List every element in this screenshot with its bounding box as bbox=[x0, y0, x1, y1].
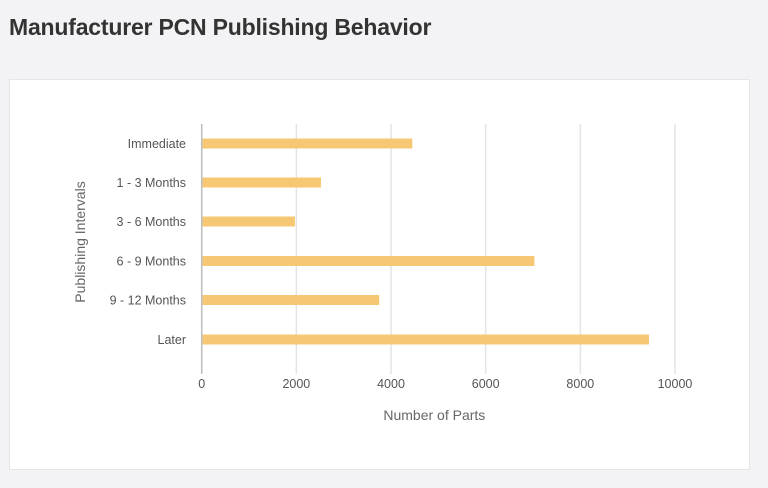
y-category-label: 9 - 12 Months bbox=[110, 294, 186, 308]
bar-chart: 0 2000 4000 6000 8000 10000 Immediate 1 - 3 Mo… bbox=[72, 124, 692, 423]
page-title: Manufacturer PCN Publishing Behavior bbox=[9, 14, 432, 40]
x-axis-ticks: 0 2000 4000 6000 8000 10000 bbox=[198, 377, 692, 391]
bar-1-3-months[interactable] bbox=[202, 177, 321, 188]
x-tick-label: 4000 bbox=[377, 377, 405, 391]
bar-later[interactable] bbox=[202, 334, 649, 345]
bar-9-12-months[interactable] bbox=[202, 295, 380, 305]
x-tick-label: 0 bbox=[198, 377, 205, 391]
y-axis-title: Publishing Intervals bbox=[72, 181, 88, 302]
x-axis-title: Number of Parts bbox=[383, 407, 485, 423]
y-category-label: 3 - 6 Months bbox=[117, 215, 186, 229]
bar-3-6-months[interactable] bbox=[202, 216, 295, 227]
x-tick-label: 10000 bbox=[658, 377, 693, 391]
y-category-label: Later bbox=[158, 333, 187, 347]
x-tick-label: 6000 bbox=[472, 377, 500, 391]
y-category-label: Immediate bbox=[128, 137, 186, 151]
x-tick-label: 2000 bbox=[282, 377, 310, 391]
gridlines bbox=[295, 124, 676, 374]
x-tick-label: 8000 bbox=[566, 377, 594, 391]
y-category-label: 6 - 9 Months bbox=[117, 255, 186, 269]
chart-card: 0 2000 4000 6000 8000 10000 Immediate 1 - 3 Mo… bbox=[9, 79, 750, 470]
y-axis-categories: Immediate 1 - 3 Months 3 - 6 Months 6 - 9 M… bbox=[110, 137, 186, 347]
bars bbox=[202, 138, 649, 345]
bar-immediate[interactable] bbox=[202, 138, 413, 149]
y-category-label: 1 - 3 Months bbox=[117, 176, 186, 190]
bar-6-9-months[interactable] bbox=[202, 256, 535, 266]
